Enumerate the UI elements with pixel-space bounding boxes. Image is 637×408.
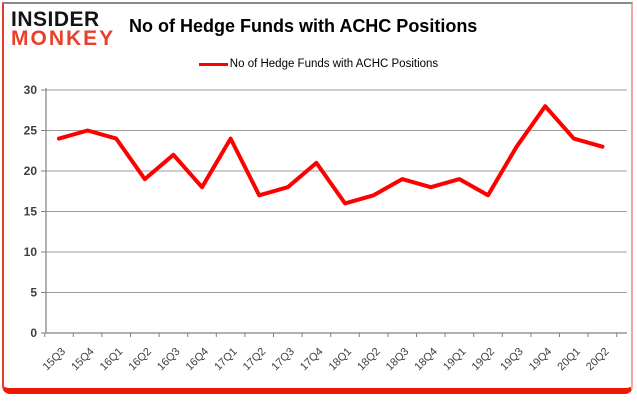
x-tick-label: 17Q3 xyxy=(269,346,297,374)
y-tick-label: 5 xyxy=(30,286,37,300)
y-tick-label: 0 xyxy=(30,326,37,340)
insider-monkey-logo: INSIDER MONKEY xyxy=(11,8,116,50)
x-tick-label: 18Q4 xyxy=(412,346,440,374)
x-tick-label: 20Q2 xyxy=(584,346,612,374)
x-tick-label: 15Q4 xyxy=(69,346,97,374)
legend: No of Hedge Funds with ACHC Positions xyxy=(0,58,637,70)
x-tick-label: 20Q1 xyxy=(555,346,583,374)
x-tick-label: 19Q2 xyxy=(470,346,498,374)
chart-canvas: 0 5 10 15 20 25 30 15Q3 15Q4 16Q1 16Q2 16Q3 16Q4 17Q1… xyxy=(24,83,627,374)
x-tick-label: 17Q2 xyxy=(241,346,269,374)
x-tick-label: 16Q3 xyxy=(155,346,183,374)
legend-line-swatch xyxy=(198,62,228,66)
x-tick-label: 16Q2 xyxy=(126,346,154,374)
x-tick-label: 17Q4 xyxy=(298,346,326,374)
x-tick-label: 16Q4 xyxy=(184,346,212,374)
x-tick-label: 18Q3 xyxy=(384,346,412,374)
x-tick-label: 16Q1 xyxy=(98,346,126,374)
y-tick-label: 20 xyxy=(24,164,38,178)
x-tick-label: 18Q2 xyxy=(355,346,383,374)
x-tick-label: 19Q1 xyxy=(441,346,469,374)
legend-label: No of Hedge Funds with ACHC Positions xyxy=(229,58,439,70)
x-tick-label: 19Q3 xyxy=(498,346,526,374)
x-tick-label: 18Q1 xyxy=(327,346,355,374)
y-tick-label: 15 xyxy=(24,205,38,219)
series-line xyxy=(57,104,605,206)
y-tick-label: 10 xyxy=(24,245,38,259)
x-tick-label: 19Q4 xyxy=(527,346,555,374)
logo-line2: MONKEY xyxy=(11,27,116,50)
x-tick-label: 15Q3 xyxy=(41,346,69,374)
y-tick-label: 30 xyxy=(24,83,38,97)
y-tick-label: 25 xyxy=(24,124,38,138)
logo-line1: INSIDER xyxy=(11,8,100,31)
chart-title: No of Hedge Funds with ACHC Positions xyxy=(129,16,478,36)
x-tick-label: 17Q1 xyxy=(212,346,240,374)
